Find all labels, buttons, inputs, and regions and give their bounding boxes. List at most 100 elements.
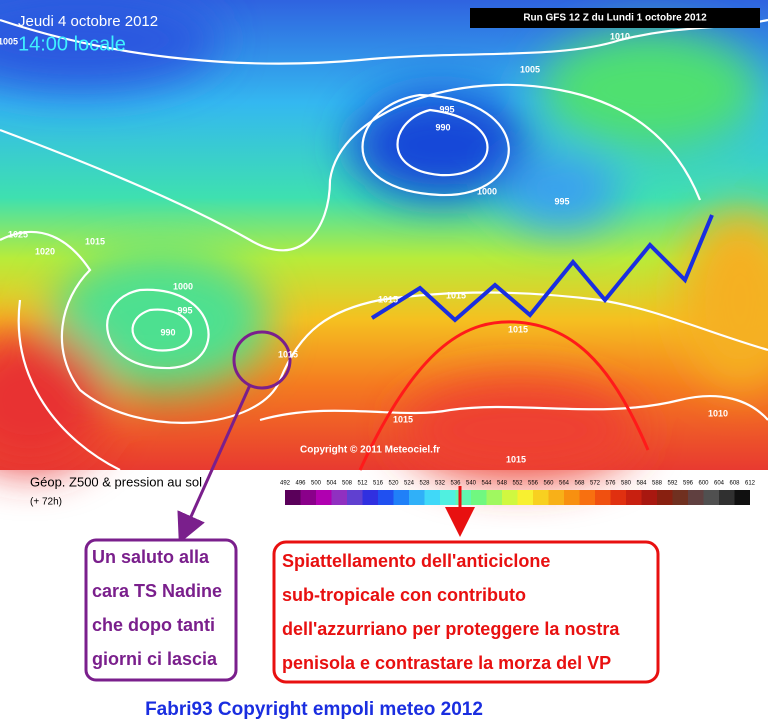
scale-cell bbox=[533, 490, 549, 505]
scale-label: 552 bbox=[512, 481, 523, 487]
isobar-label: 1015 bbox=[393, 414, 413, 424]
scale-cell bbox=[285, 490, 301, 505]
scale-label: 512 bbox=[357, 481, 368, 487]
scale-cell bbox=[316, 490, 332, 505]
scale-label: 572 bbox=[590, 481, 601, 487]
isobar-label: 995 bbox=[177, 305, 192, 315]
scale-label: 500 bbox=[311, 481, 322, 487]
right-annotation-line: Spiattellamento dell'anticiclone bbox=[282, 551, 550, 571]
scale-cell bbox=[300, 490, 316, 505]
scale-label: 604 bbox=[714, 481, 725, 487]
scale-cell bbox=[703, 490, 719, 505]
scale-label: 492 bbox=[280, 481, 291, 487]
scale-label: 568 bbox=[574, 481, 585, 487]
copyright: Copyright © 2011 Meteociel.fr bbox=[300, 445, 440, 456]
scale-label: 588 bbox=[652, 481, 663, 487]
run-label: Run GFS 12 Z du Lundi 1 octobre 2012 bbox=[523, 13, 707, 24]
legend-title: Géop. Z500 & pression au sol bbox=[30, 474, 202, 489]
arrow-left bbox=[177, 384, 252, 544]
scale-label: 580 bbox=[621, 481, 632, 487]
scale-label: 540 bbox=[466, 481, 477, 487]
scale-label: 520 bbox=[388, 481, 399, 487]
scale-label: 508 bbox=[342, 481, 353, 487]
scale-cell bbox=[455, 490, 471, 505]
legend-subtitle: (+ 72h) bbox=[30, 497, 62, 508]
map: Run GFS 12 Z du Lundi 1 octobre 2012 Jeu… bbox=[0, 0, 768, 480]
footer: Fabri93 Copyright empoli meteo 2012 bbox=[145, 699, 483, 720]
right-annotation-box bbox=[272, 540, 660, 684]
isobar-label: 1015 bbox=[85, 236, 105, 246]
scale-cell bbox=[564, 490, 580, 505]
scale-label: 524 bbox=[404, 481, 415, 487]
scale-label: 564 bbox=[559, 481, 570, 487]
isobar-label: 1015 bbox=[508, 324, 528, 334]
isobar-label: 1000 bbox=[173, 281, 193, 291]
scale-cell bbox=[626, 490, 642, 505]
isobar-label: 1025 bbox=[8, 229, 28, 239]
scale-cell bbox=[486, 490, 502, 505]
scale-label: 556 bbox=[528, 481, 539, 487]
scale-cell bbox=[641, 490, 657, 505]
scale-label: 544 bbox=[481, 481, 492, 487]
scale-cell bbox=[734, 490, 750, 505]
scale-label: 592 bbox=[667, 481, 678, 487]
isobar-label: 995 bbox=[554, 196, 569, 206]
scale-cell bbox=[409, 490, 425, 505]
scale-cell bbox=[579, 490, 595, 505]
scale-cell bbox=[440, 490, 456, 505]
isobar-label: 1020 bbox=[35, 246, 55, 256]
scale-cell bbox=[347, 490, 363, 505]
run-box bbox=[470, 8, 760, 28]
scale-label: 584 bbox=[636, 481, 647, 487]
scale-cell bbox=[672, 490, 688, 505]
scale-cell bbox=[331, 490, 347, 505]
scale-label: 576 bbox=[605, 481, 616, 487]
scale-cell bbox=[610, 490, 626, 505]
scale-label: 528 bbox=[419, 481, 430, 487]
scale-cell bbox=[502, 490, 518, 505]
scale-label: 600 bbox=[698, 481, 709, 487]
scale-cell bbox=[424, 490, 440, 505]
scale-label: 612 bbox=[745, 481, 756, 487]
scale-cell bbox=[719, 490, 735, 505]
ridge-arc bbox=[358, 320, 650, 471]
scale-cell bbox=[595, 490, 611, 505]
scale-cell bbox=[393, 490, 409, 505]
isobar-label: 1005 bbox=[0, 36, 18, 46]
time-label: 14:00 locale bbox=[18, 33, 126, 55]
colorbar: 492 496 500 504 508 512 516 520 524 528 532 536 540 5… bbox=[280, 481, 756, 505]
color-fields bbox=[0, 0, 768, 480]
scale-label: 536 bbox=[450, 481, 461, 487]
scale-cell bbox=[378, 490, 394, 505]
scale-label: 608 bbox=[729, 481, 740, 487]
isobar-label: 990 bbox=[435, 122, 450, 132]
scale-cell bbox=[688, 490, 704, 505]
scale-cell bbox=[517, 490, 533, 505]
scale-cell bbox=[362, 490, 378, 505]
scale-cell bbox=[471, 490, 487, 505]
isobar-label: 1015 bbox=[378, 294, 398, 304]
right-annotation-line: dell'azzurriano per proteggere la nostra bbox=[282, 619, 620, 639]
right-annotation-line: sub-tropicale con contributo bbox=[282, 585, 526, 605]
isobar-label: 1015 bbox=[278, 349, 298, 359]
isobar-label: 1005 bbox=[520, 64, 540, 74]
scale-label: 532 bbox=[435, 481, 446, 487]
isobar-label: 995 bbox=[439, 104, 454, 114]
isobar-label: 1015 bbox=[506, 454, 526, 464]
scale-label: 516 bbox=[373, 481, 384, 487]
scale-label: 596 bbox=[683, 481, 694, 487]
isobar-label: 990 bbox=[160, 327, 175, 337]
trough-line bbox=[370, 214, 714, 323]
storm-circle bbox=[232, 330, 292, 390]
date-label: Jeudi 4 octobre 2012 bbox=[18, 13, 158, 30]
isobar-label: 1010 bbox=[708, 408, 728, 418]
isobar-label: 1015 bbox=[446, 290, 466, 300]
scale-label: 560 bbox=[543, 481, 554, 487]
left-annotation-line: giorni ci lascia bbox=[92, 649, 218, 669]
scale-cell bbox=[657, 490, 673, 505]
scale-label: 548 bbox=[497, 481, 508, 487]
scale-label: 504 bbox=[326, 481, 337, 487]
scale-cell bbox=[548, 490, 564, 505]
